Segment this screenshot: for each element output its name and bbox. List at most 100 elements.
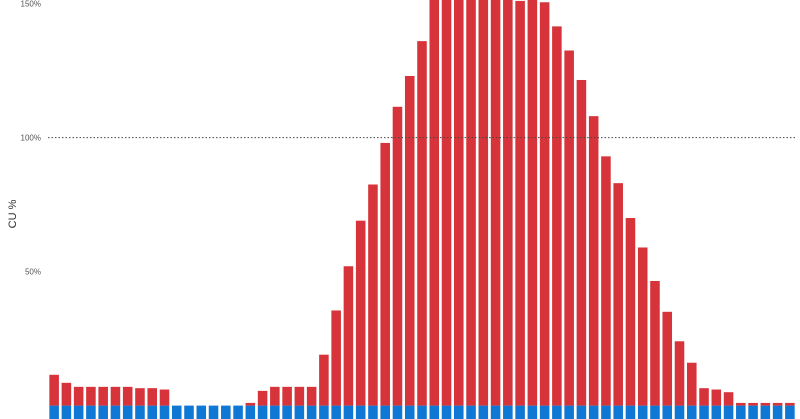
bar-overage-segment	[368, 184, 378, 406]
bar-base-segment	[221, 405, 231, 419]
bar-overage-segment	[527, 0, 538, 406]
bar-base-segment	[73, 405, 84, 419]
bar-overage-segment	[86, 386, 96, 406]
bar-base-segment	[282, 405, 292, 419]
bar-overage-segment	[576, 79, 587, 406]
bar-base-segment	[515, 405, 525, 419]
bar-base-segment	[650, 405, 660, 419]
bar-base-segment	[331, 405, 341, 419]
bar-base-segment	[441, 405, 452, 419]
bar-base-segment	[306, 405, 317, 419]
bar-base-segment	[760, 405, 771, 419]
y-tick-label: 100%	[21, 134, 41, 143]
bar-overage-segment	[380, 142, 390, 406]
bar-base-segment	[503, 405, 513, 419]
bar-overage-segment	[723, 392, 734, 406]
y-tick-label: 150%	[21, 0, 41, 9]
bar-base-segment	[588, 405, 599, 419]
bar-base-segment	[772, 405, 783, 419]
bar-base-segment	[392, 405, 403, 419]
bar-base-segment	[637, 405, 648, 419]
bar-base-segment	[417, 405, 427, 419]
bar-overage-segment	[147, 388, 158, 406]
bar-overage-segment	[748, 402, 758, 406]
bar-overage-segment	[601, 156, 611, 406]
bar-base-segment	[662, 405, 673, 419]
bar-base-segment	[478, 405, 489, 419]
bar-base-segment	[171, 405, 182, 419]
bar-base-segment	[539, 405, 550, 419]
bar-overage-segment	[404, 75, 415, 406]
bar-overage-segment	[662, 311, 673, 406]
bar-base-segment	[380, 405, 390, 419]
bar-base-segment	[625, 405, 636, 419]
bar-overage-segment	[98, 386, 108, 406]
bar-overage-segment	[270, 386, 280, 406]
bar-overage-segment	[245, 402, 256, 406]
bar-overage-segment	[466, 0, 476, 406]
bar-base-segment	[122, 405, 133, 419]
bar-base-segment	[564, 405, 574, 419]
bar-overage-segment	[503, 0, 513, 406]
bar-overage-segment	[61, 382, 72, 406]
bar-base-segment	[61, 405, 72, 419]
bar-base-segment	[404, 405, 415, 419]
bar-base-segment	[748, 405, 758, 419]
bar-overage-segment	[625, 218, 636, 406]
bar-overage-segment	[159, 389, 170, 406]
bar-overage-segment	[306, 386, 317, 406]
bar-overage-segment	[650, 280, 660, 406]
bar-overage-segment	[564, 50, 574, 406]
bar-base-segment	[368, 405, 378, 419]
bar-base-segment	[343, 405, 354, 419]
bar-base-segment	[135, 405, 145, 419]
bar-overage-segment	[122, 386, 133, 406]
bar-overage-segment	[429, 0, 440, 406]
bar-overage-segment	[699, 388, 709, 406]
bar-base-segment	[711, 405, 722, 419]
bar-base-segment	[490, 405, 501, 419]
bar-base-segment	[147, 405, 158, 419]
bar-base-segment	[466, 405, 476, 419]
bar-overage-segment	[454, 0, 464, 406]
bar-overage-segment	[515, 0, 525, 406]
bar-base-segment	[110, 405, 121, 419]
bar-overage-segment	[588, 116, 599, 406]
bar-base-segment	[208, 405, 219, 419]
bar-overage-segment	[637, 247, 648, 406]
bar-overage-segment	[135, 388, 145, 406]
bar-overage-segment	[613, 183, 623, 406]
bar-base-segment	[184, 405, 194, 419]
bar-overage-segment	[294, 386, 305, 406]
bar-base-segment	[723, 405, 734, 419]
bar-base-segment	[429, 405, 440, 419]
bar-overage-segment	[343, 266, 354, 406]
bar-base-segment	[736, 405, 746, 419]
bar-overage-segment	[331, 310, 341, 406]
bar-overage-segment	[355, 220, 366, 406]
bar-base-segment	[270, 405, 280, 419]
bar-overage-segment	[772, 402, 783, 406]
bar-overage-segment	[552, 26, 562, 406]
bar-overage-segment	[417, 41, 427, 406]
bar-overage-segment	[711, 389, 722, 406]
bar-base-segment	[613, 405, 623, 419]
bar-base-segment	[159, 405, 170, 419]
y-tick-label: 50%	[25, 268, 41, 277]
bar-base-segment	[196, 405, 207, 419]
bar-overage-segment	[257, 390, 268, 406]
bar-base-segment	[576, 405, 587, 419]
bar-base-segment	[49, 405, 59, 419]
bar-overage-segment	[49, 374, 59, 406]
bar-overage-segment	[441, 0, 452, 406]
bar-base-segment	[245, 405, 256, 419]
bar-base-segment	[699, 405, 709, 419]
bar-base-segment	[86, 405, 96, 419]
bar-overage-segment	[319, 354, 329, 406]
bar-base-segment	[355, 405, 366, 419]
bar-base-segment	[294, 405, 305, 419]
bar-overage-segment	[282, 386, 292, 406]
y-axis-title: CU %	[7, 199, 19, 228]
